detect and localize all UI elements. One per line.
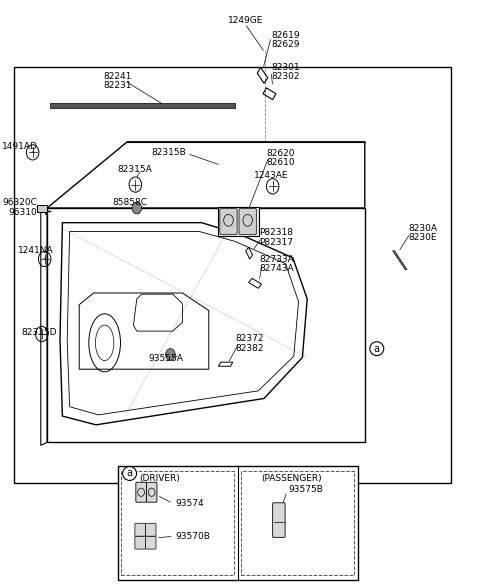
FancyBboxPatch shape — [239, 209, 256, 234]
Text: 82302: 82302 — [271, 72, 300, 81]
FancyBboxPatch shape — [220, 209, 237, 234]
Text: 82372: 82372 — [235, 334, 264, 343]
Text: 82620: 82620 — [266, 149, 295, 158]
Text: P82318: P82318 — [259, 228, 293, 237]
Text: 1243AE: 1243AE — [254, 171, 289, 180]
FancyBboxPatch shape — [135, 536, 145, 549]
Text: 8230A: 8230A — [408, 224, 437, 233]
Text: (DRIVER): (DRIVER) — [139, 474, 180, 483]
Text: 8230E: 8230E — [408, 233, 436, 243]
Text: 82241: 82241 — [103, 71, 132, 81]
FancyBboxPatch shape — [136, 482, 146, 502]
Text: a: a — [374, 343, 380, 354]
FancyBboxPatch shape — [135, 523, 145, 536]
Text: a: a — [127, 468, 132, 479]
Text: 82301: 82301 — [271, 63, 300, 72]
Text: 93574: 93574 — [175, 499, 204, 508]
Text: 82743A: 82743A — [259, 264, 294, 273]
Text: (PASSENGER): (PASSENGER) — [262, 474, 322, 483]
Text: 82315D: 82315D — [22, 328, 57, 338]
FancyBboxPatch shape — [218, 207, 259, 236]
Text: 96320C: 96320C — [2, 197, 37, 207]
Text: 1491AD: 1491AD — [2, 142, 38, 151]
Text: 82610: 82610 — [266, 158, 295, 168]
Circle shape — [132, 202, 142, 214]
FancyBboxPatch shape — [145, 523, 156, 536]
FancyBboxPatch shape — [37, 205, 47, 212]
Text: 82231: 82231 — [103, 81, 132, 90]
Text: 82619: 82619 — [271, 30, 300, 40]
FancyBboxPatch shape — [145, 536, 156, 549]
FancyBboxPatch shape — [146, 482, 157, 502]
Text: 82382: 82382 — [235, 343, 264, 353]
Text: 93575B: 93575B — [288, 485, 323, 494]
Polygon shape — [50, 103, 235, 108]
Text: 82629: 82629 — [271, 40, 300, 49]
Polygon shape — [393, 251, 407, 270]
Text: 1241NA: 1241NA — [18, 246, 54, 255]
Text: 93555A: 93555A — [149, 354, 184, 363]
FancyBboxPatch shape — [273, 503, 285, 537]
Text: P82317: P82317 — [259, 237, 293, 247]
Circle shape — [166, 349, 175, 360]
Text: 82315B: 82315B — [151, 148, 186, 157]
Text: 82315A: 82315A — [118, 165, 152, 175]
Text: 93570B: 93570B — [175, 532, 210, 541]
Text: 82733A: 82733A — [259, 254, 294, 264]
Text: 85858C: 85858C — [113, 197, 148, 207]
FancyBboxPatch shape — [14, 67, 451, 483]
FancyBboxPatch shape — [118, 466, 358, 580]
Text: 1249GE: 1249GE — [228, 16, 264, 25]
Text: 96310: 96310 — [9, 207, 37, 217]
